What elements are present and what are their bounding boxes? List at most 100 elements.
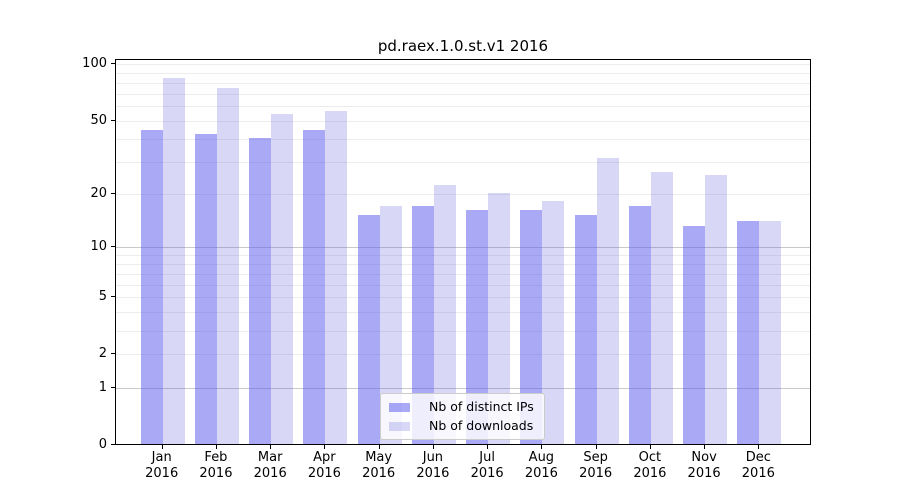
bar-downloads-sep [596,158,619,444]
x-tick-month: Nov [691,450,717,465]
gridline-minor-70 [116,93,810,95]
x-tick-label-may: May 2016 [351,450,407,482]
bar-downloads-apr [325,110,348,444]
y-tick-mark-2 [111,353,115,355]
x-tick-mark-dec [758,445,760,449]
bar-distinct-ips-may [357,215,380,444]
bar-downloads-nov [705,175,728,444]
x-tick-label-sep: Sep 2016 [568,450,624,482]
gridline-minor-30 [116,161,810,163]
x-tick-month: Dec [745,450,771,465]
bar-distinct-ips-mar [249,137,272,444]
bar-distinct-ips-jan [140,130,163,444]
x-tick-year: 2016 [199,466,233,481]
gridline-minor-8 [116,263,810,265]
gridline-minor-80 [116,82,810,84]
x-tick-mark-aug [541,445,543,449]
gridline-minor-5 [116,297,810,299]
y-tick-label-0: 0 [98,437,107,452]
bar-distinct-ips-nov [683,226,706,444]
y-tick-label-1: 1 [98,379,107,395]
x-tick-year: 2016 [307,466,341,481]
gridline-major-1 [116,387,810,389]
plot-area: Nb of distinct IPs Nb of downloads [115,59,811,445]
legend-swatch-downloads [389,421,410,431]
x-tick-year: 2016 [145,466,179,481]
gridline-minor-40 [116,138,810,140]
x-tick-label-jan: Jan 2016 [134,450,190,482]
bar-distinct-ips-dec [737,220,760,444]
bar-downloads-dec [759,220,782,444]
x-tick-mark-mar [270,445,272,449]
x-tick-mark-may [378,445,380,449]
gridline-minor-100 [116,64,810,66]
x-tick-label-oct: Oct 2016 [622,450,678,482]
x-tick-month: Oct [638,450,662,465]
x-tick-label-nov: Nov 2016 [676,450,732,482]
y-tick-label-20: 20 [90,185,107,201]
x-tick-mark-sep [595,445,597,449]
bar-distinct-ips-jun [411,205,434,444]
x-tick-year: 2016 [362,466,396,481]
x-tick-mark-jan [161,445,163,449]
gridline-major-10 [116,247,810,249]
y-tick-mark-1 [111,386,115,388]
bar-distinct-ips-apr [303,130,326,444]
x-tick-month: Aug [528,450,555,465]
y-tick-mark-20 [111,192,115,194]
x-tick-month: Mar [257,450,283,465]
x-tick-label-aug: Aug 2016 [513,450,569,482]
x-tick-label-mar: Mar 2016 [242,450,298,482]
x-tick-month: May [365,450,393,465]
bar-downloads-oct [650,172,673,444]
y-tick-mark-0 [111,444,115,445]
bar-downloads-jun [433,185,456,444]
x-tick-label-dec: Dec 2016 [730,450,786,482]
bar-downloads-may [379,205,402,444]
gridline-minor-2 [116,354,810,356]
x-tick-mark-jun [432,445,434,449]
gridline-minor-9 [116,255,810,257]
x-tick-mark-feb [215,445,217,449]
bar-distinct-ips-feb [194,133,217,444]
x-tick-mark-apr [324,445,326,449]
x-tick-month: Jul [479,450,495,465]
y-tick-mark-100 [111,63,115,65]
gridline-minor-50 [116,120,810,122]
x-tick-year: 2016 [687,466,721,481]
gridline-minor-60 [116,106,810,108]
x-tick-label-feb: Feb 2016 [188,450,244,482]
bar-distinct-ips-aug [520,210,543,444]
bar-downloads-mar [271,113,294,444]
x-tick-year: 2016 [579,466,613,481]
y-tick-label-2: 2 [98,346,107,362]
bar-downloads-aug [542,201,565,444]
x-tick-label-apr: Apr 2016 [296,450,352,482]
gridline-minor-90 [116,73,810,75]
y-tick-label-5: 5 [98,289,107,305]
gridline-minor-6 [116,284,810,286]
bar-distinct-ips-oct [628,205,651,444]
bar-downloads-feb [216,88,239,444]
legend-entry-distinct-ips: Nb of distinct IPs [389,400,534,414]
y-tick-label-100: 100 [82,56,107,72]
x-tick-year: 2016 [470,466,504,481]
y-tick-mark-50 [111,119,115,121]
y-tick-mark-5 [111,296,115,298]
y-tick-label-10: 10 [90,239,107,255]
x-tick-year: 2016 [253,466,287,481]
legend-label-distinct-ips: Nb of distinct IPs [429,399,534,414]
chart-title: pd.raex.1.0.st.v1 2016 [377,37,549,55]
bar-downloads-jan [162,77,185,444]
gridline-minor-3 [116,330,810,332]
x-tick-mark-oct [649,445,651,449]
bar-distinct-ips-jul [466,210,489,444]
x-tick-year: 2016 [524,466,558,481]
gridline-minor-20 [116,193,810,195]
legend-label-downloads: Nb of downloads [429,418,534,433]
x-tick-month: Apr [313,450,336,465]
y-tick-mark-10 [111,246,115,248]
x-tick-label-jul: Jul 2016 [459,450,515,482]
bar-downloads-jul [488,192,511,444]
